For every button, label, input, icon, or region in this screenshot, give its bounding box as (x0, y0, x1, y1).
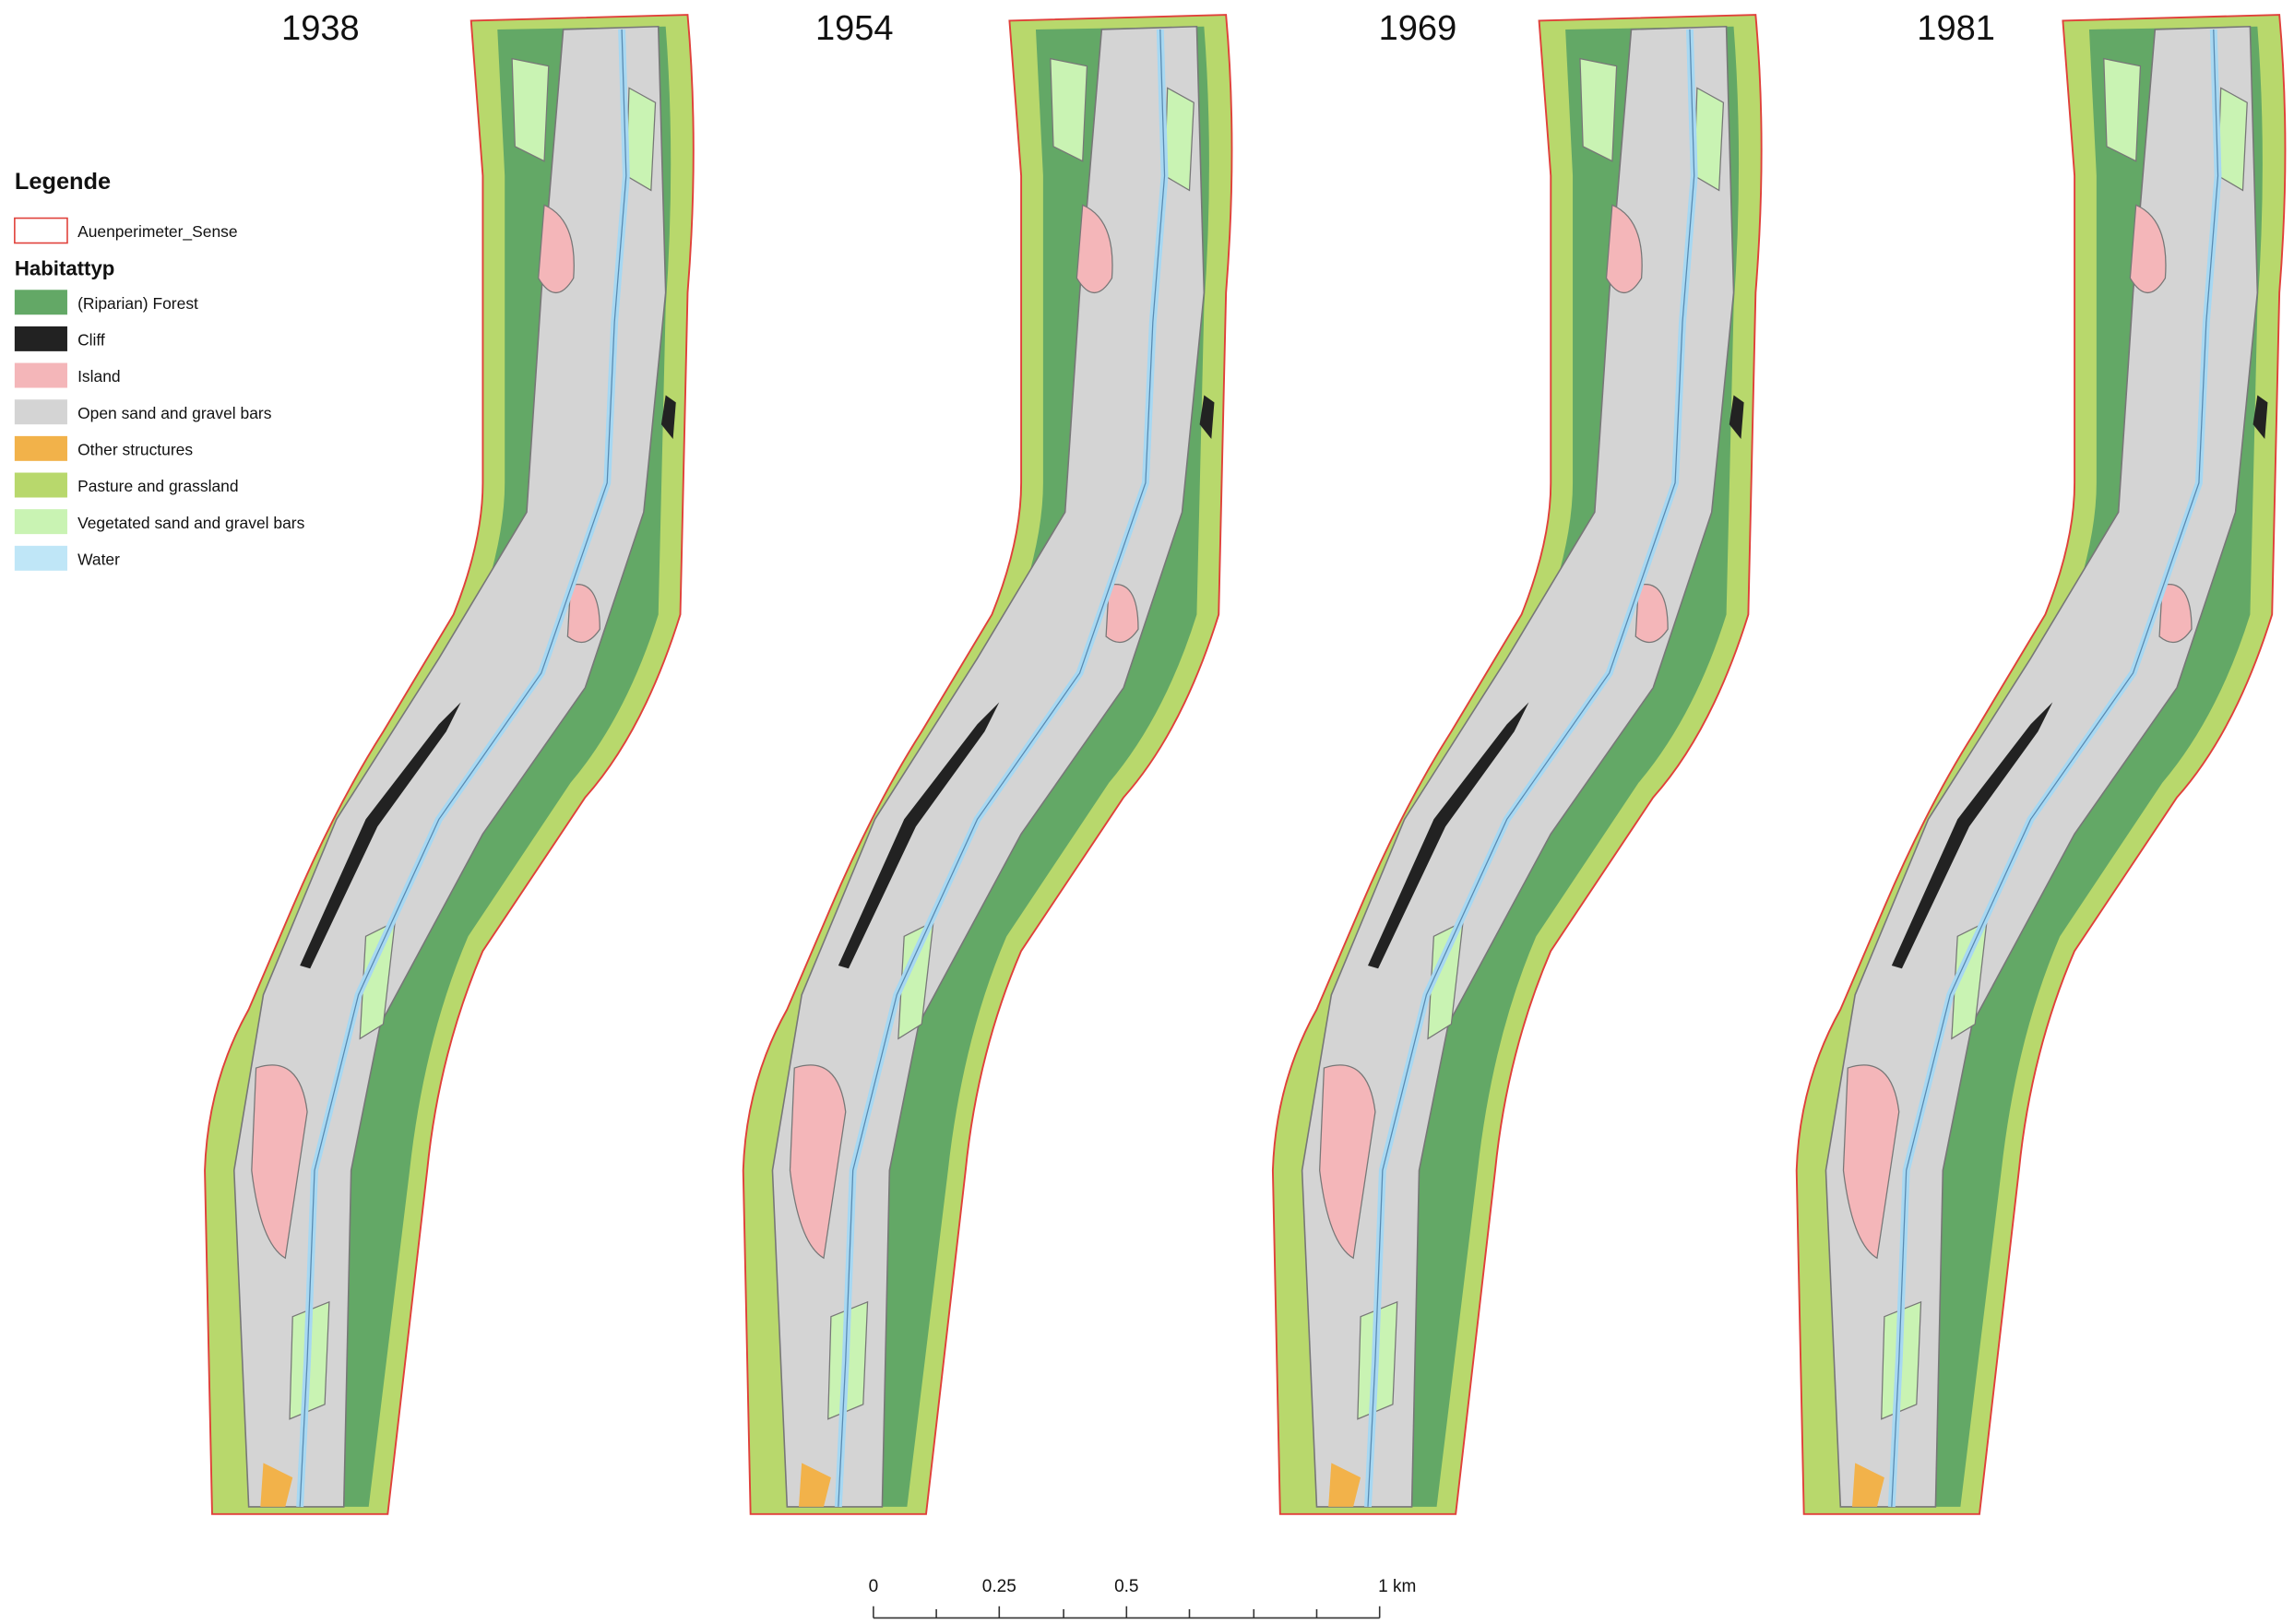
scale-label: 1 km (1378, 1577, 1416, 1596)
legend-label: Other structures (77, 440, 193, 458)
legend-label: Open sand and gravel bars (77, 404, 272, 422)
legend-label: (Riparian) Forest (77, 294, 198, 313)
map-year: 1981 (1917, 9, 1995, 48)
legend-label: Pasture and grassland (77, 477, 239, 495)
map-year: 1954 (815, 9, 894, 48)
scale-label: 0.5 (1114, 1577, 1138, 1596)
legend-swatch (15, 546, 67, 571)
scale-label: 0 (869, 1577, 879, 1596)
legend-swatch (15, 509, 67, 534)
habitat-map-figure: 1938 1954 1969 1981 Legende Auenperimete… (0, 0, 2294, 1624)
scale-bar (874, 1606, 1380, 1618)
map-panel (743, 15, 1232, 1514)
map-year: 1938 (281, 9, 360, 48)
map-panel (1797, 15, 2286, 1514)
legend-swatch (15, 326, 67, 351)
map-panel (205, 15, 694, 1514)
legend: Legende Auenperimeter_Sense Habitattyp (… (15, 169, 305, 571)
legend-label: Water (77, 550, 120, 568)
legend-label: Vegetated sand and gravel bars (77, 514, 305, 532)
map-year: 1969 (1379, 9, 1457, 48)
legend-label: Cliff (77, 331, 105, 350)
legend-swatch (15, 473, 67, 498)
legend-swatch (15, 363, 67, 388)
scale-label: 0.25 (982, 1577, 1016, 1596)
legend-group: Habitattyp (15, 256, 114, 279)
legend-swatch (15, 219, 67, 243)
legend-swatch (15, 399, 67, 424)
legend-swatch (15, 436, 67, 461)
legend-label: Island (77, 367, 121, 385)
legend-title: Legende (15, 169, 111, 195)
legend-label: Auenperimeter_Sense (77, 222, 238, 242)
legend-swatch (15, 290, 67, 314)
map-panel (1273, 15, 1762, 1514)
